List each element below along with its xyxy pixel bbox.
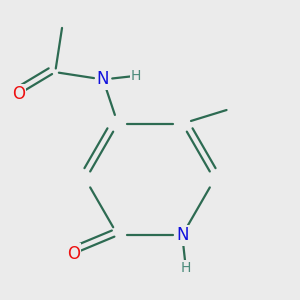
Text: O: O [67,244,80,262]
Text: H: H [131,69,141,83]
Text: N: N [97,70,109,88]
Text: H: H [181,261,191,275]
Text: O: O [12,85,25,103]
Text: N: N [176,226,188,244]
